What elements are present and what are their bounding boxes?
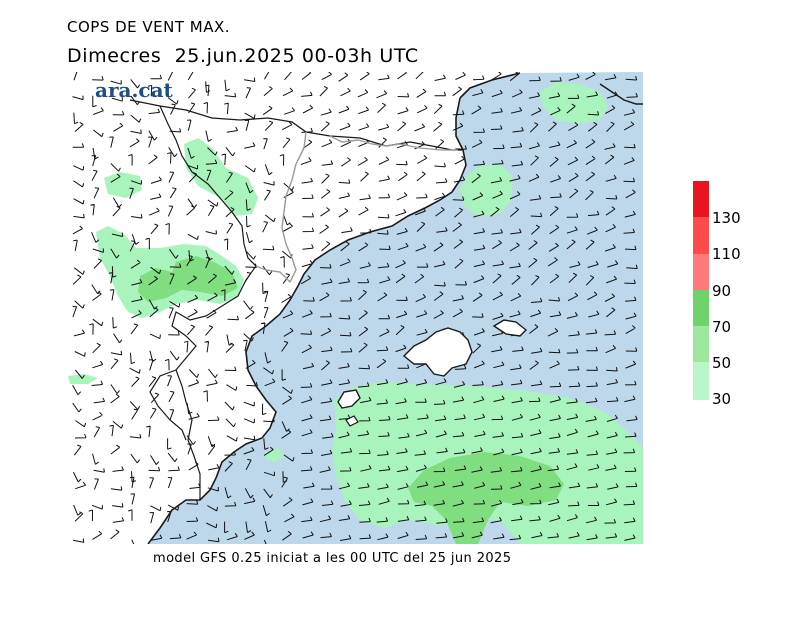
legend-swatch-90-110 [693,254,709,290]
legend-label-90: 90 [712,282,732,300]
map-title: COPS DE VENT MAX. [67,18,231,36]
gust-core-aragon [138,256,238,302]
legend-swatch-110-130 [693,217,709,254]
gust-zone-west-tiny [68,374,98,384]
legend-label-110: 110 [712,245,741,263]
gust-zones-30-50 [68,82,643,544]
wind-barb-field [72,72,638,544]
coastline-right-top [599,83,643,105]
island-ibiza [337,389,361,409]
map-subtitle: Dimecres 25.jun.2025 00-03h UTC [67,45,419,67]
legend-label-130: 130 [712,209,741,227]
legend-swatch-30-50 [693,362,709,400]
gust-zone-ebro-north [184,138,258,216]
legend-swatch-50-70 [693,326,709,362]
border-andorra [329,135,401,147]
legend-label-70: 70 [712,318,732,336]
border-navarra-aragon [159,105,257,267]
coastline-north-france [459,72,521,99]
island-mallorca [402,327,473,377]
legend-swatch-130plus [693,181,709,217]
legend-swatch-70-90 [693,290,709,326]
island-menorca [492,319,528,337]
coastline [147,97,467,544]
gust-zone-nw-sea [540,82,608,124]
model-info-footer: model GFS 0.25 iniciat a les 00 UTC del … [153,551,512,566]
border-valencia [149,369,187,441]
legend-label-50: 50 [712,354,732,372]
border-catalonia [255,131,307,284]
ara-cat-logo: ara.cat [95,78,173,102]
legend-label-30: 30 [712,390,732,408]
island-formentera [345,415,359,427]
legend-colorbar [693,181,709,400]
wind-barbs [72,72,638,544]
gust-zone-gulf-lion [460,164,512,216]
border-catalonia-north [399,143,458,151]
border-castile-aragon [171,265,257,500]
